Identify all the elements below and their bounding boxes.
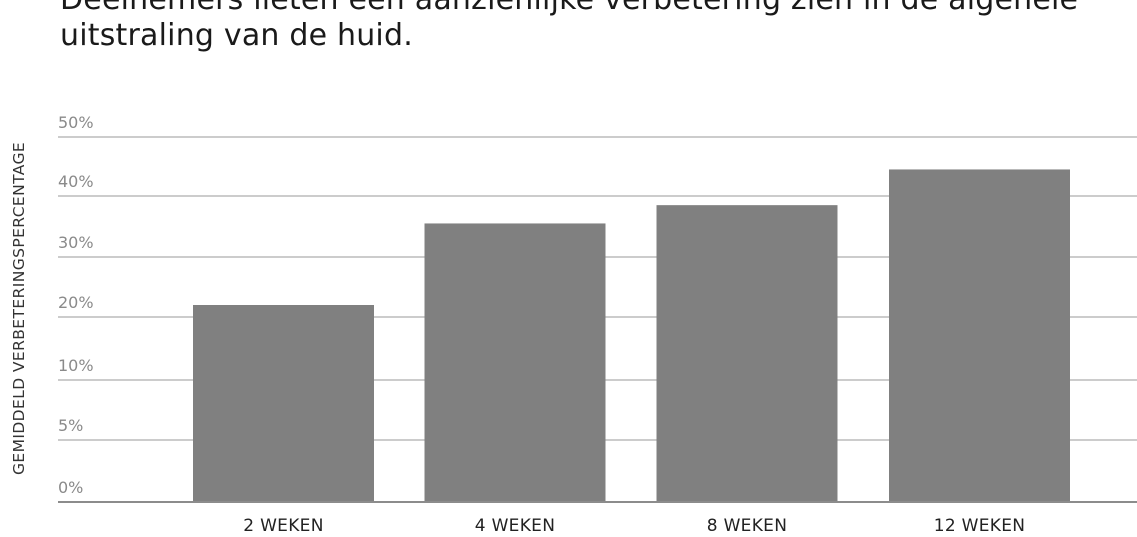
x-category-label: 12 WEKEN [933,516,1026,536]
bar-1 [193,305,374,502]
y-tick-label: 10% [58,356,94,375]
bar-2 [424,223,606,502]
x-category-label: 4 WEKEN [474,516,556,536]
y-tick-label: 5% [58,416,84,435]
chart-title: Deelnemers lieten een aanzienlijke verbe… [60,0,1120,54]
y-tick-label: 40% [58,172,94,191]
x-category-label: 8 WEKEN [706,516,788,536]
y-tick-label: 50% [58,113,94,132]
x-category-label: 2 WEKEN [243,516,324,536]
y-tick-label: 30% [58,233,94,252]
chart-title-line-1: Deelnemers lieten een aanzienlijke verbe… [60,0,1120,18]
bar-3 [656,205,838,502]
y-tick-label: 20% [58,293,94,312]
y-tick-label: 0% [58,478,84,497]
bar-4 [889,169,1070,502]
chart-title-line-2: uitstraling van de huid. [60,18,413,53]
